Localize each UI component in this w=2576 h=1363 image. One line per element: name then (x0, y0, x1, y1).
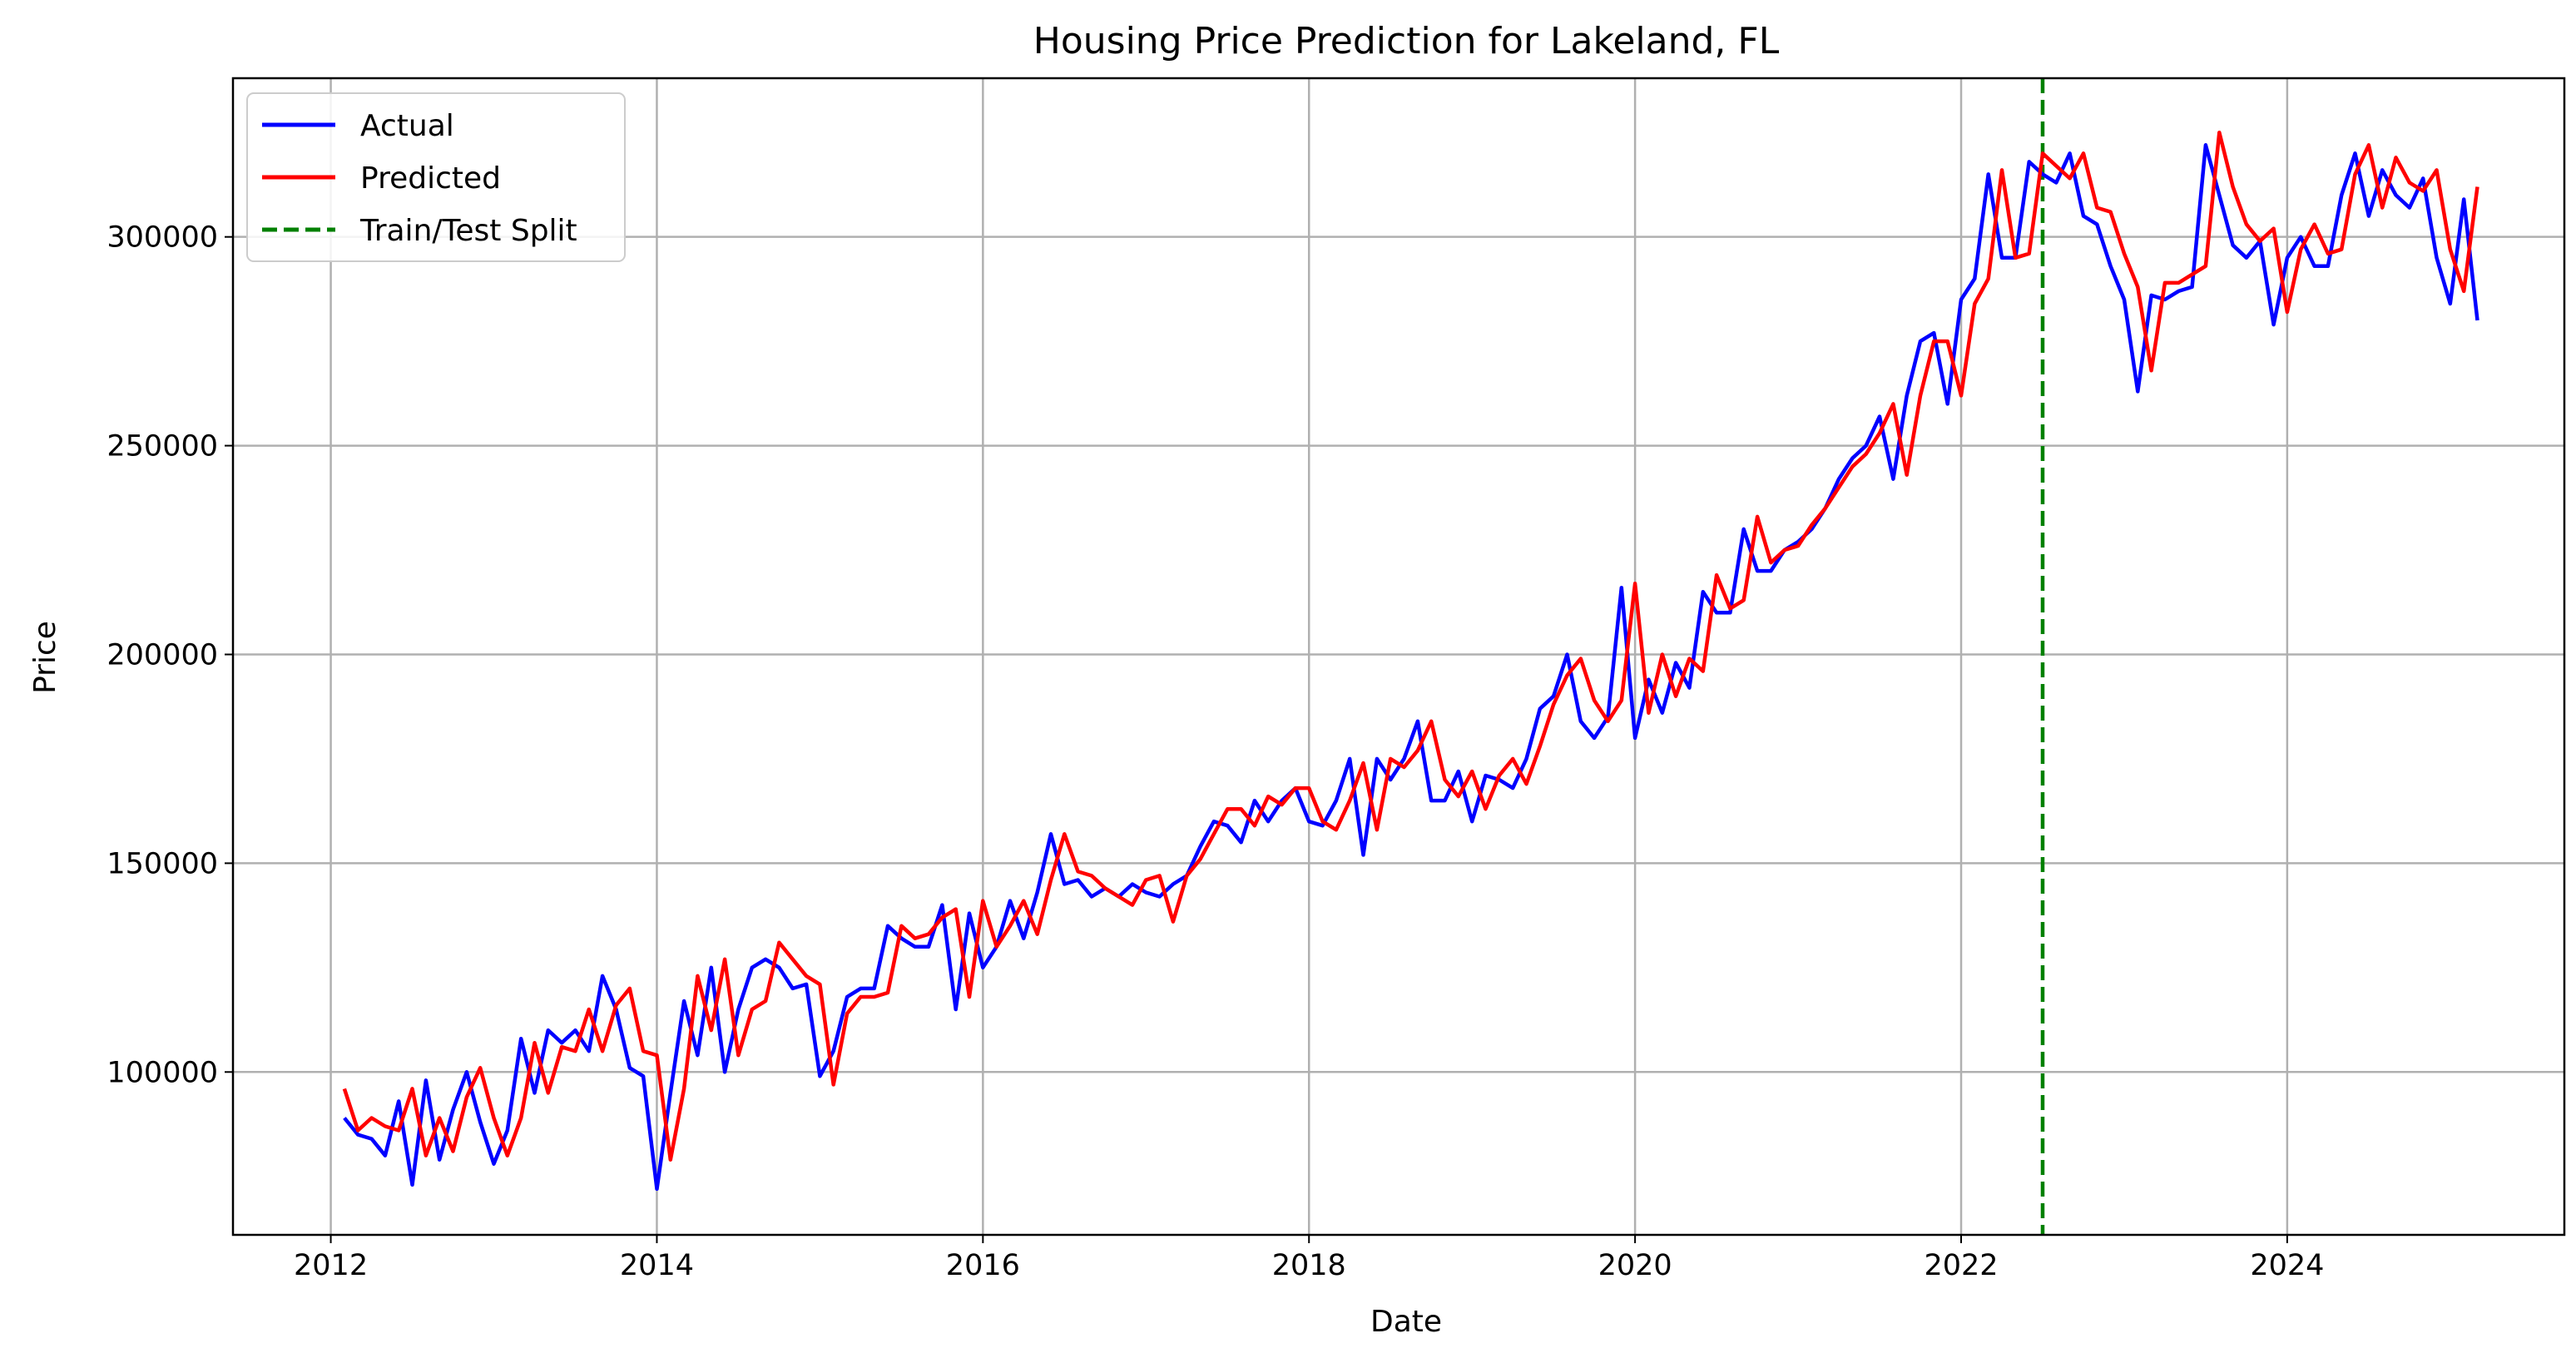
chart-title: Housing Price Prediction for Lakeland, F… (1033, 20, 1780, 62)
y-tick-label: 300000 (107, 221, 218, 255)
legend-box (246, 92, 626, 262)
x-tick-label: 2014 (620, 1249, 694, 1282)
series-layer (342, 130, 2479, 1192)
x-tick-label: 2024 (2250, 1249, 2324, 1282)
y-tick-label: 150000 (107, 847, 218, 880)
legend-split-label: Train/Test Split (359, 214, 577, 248)
grid (233, 78, 2564, 1235)
x-tick-label: 2020 (1598, 1249, 1672, 1282)
y-tick-label: 250000 (107, 430, 218, 463)
legend: Actual Predicted Train/Test Split (246, 92, 626, 262)
legend-predicted-label: Predicted (360, 161, 501, 196)
legend-actual-label: Actual (360, 109, 454, 143)
x-tick-label: 2018 (1272, 1249, 1346, 1282)
series-line-actual (343, 143, 2479, 1192)
x-axis: 2012 2014 2016 2018 2020 2022 2024 (294, 1235, 2324, 1282)
x-axis-label: Date (1370, 1305, 1442, 1339)
y-axis-label: Price (28, 621, 62, 694)
y-tick-label: 100000 (107, 1056, 218, 1089)
plot-area-frame (231, 77, 2566, 1237)
series-line-predicted (342, 130, 2479, 1162)
y-tick-label: 200000 (107, 638, 218, 672)
x-tick-label: 2022 (1924, 1249, 1998, 1282)
x-tick-label: 2016 (946, 1249, 1020, 1282)
y-axis: 100000 150000 200000 250000 300000 (107, 221, 233, 1089)
x-tick-label: 2012 (294, 1249, 368, 1282)
